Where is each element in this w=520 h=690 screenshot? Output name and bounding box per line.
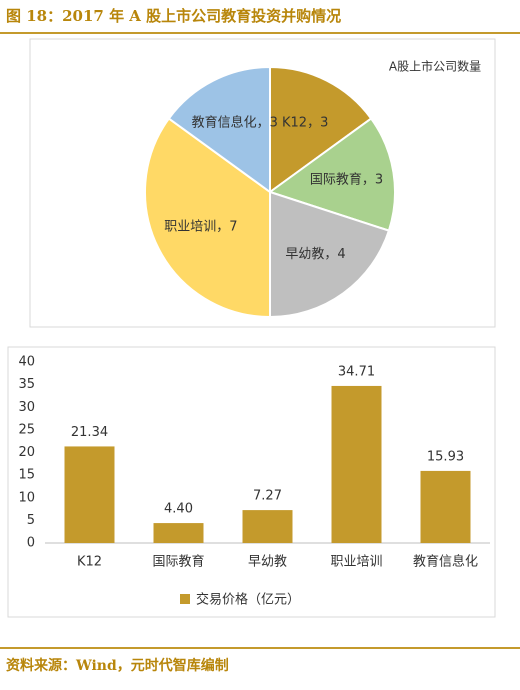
slice-label: 国际教育，3 [310, 171, 383, 187]
value-label: 4.40 [164, 502, 193, 517]
pie-slice [269, 190, 391, 319]
slice-label: 早幼教，4 [285, 246, 345, 262]
pie-slice [144, 117, 271, 319]
legend-swatch [180, 594, 190, 604]
y-tick-label: 5 [27, 513, 35, 528]
value-label: 15.93 [427, 449, 464, 464]
pie-title: A股上市公司数量 [389, 59, 481, 74]
bar [64, 446, 115, 543]
slice-label: 职业培训，7 [164, 219, 237, 235]
y-tick-label: 25 [18, 422, 35, 437]
y-tick-label: 30 [18, 400, 35, 415]
pie-slice [269, 65, 373, 194]
bar [420, 470, 471, 543]
source: 资料来源：Wind，元时代智库编制 [6, 657, 229, 674]
bar [242, 510, 293, 543]
pie-slice [267, 117, 396, 232]
y-tick-label: 35 [18, 377, 35, 392]
x-tick-label: K12 [77, 555, 102, 570]
bar [331, 385, 382, 543]
y-tick-label: 20 [18, 445, 35, 460]
x-tick-label: 早幼教 [248, 554, 287, 570]
value-label: 21.34 [71, 425, 108, 440]
value-label: 7.27 [253, 489, 282, 504]
y-tick-label: 40 [18, 355, 35, 370]
bar [153, 523, 204, 543]
legend-label: 交易价格（亿元） [196, 592, 300, 608]
page-title: 图 18：2017 年 A 股上市公司教育投资并购情况 [6, 7, 341, 25]
x-tick-label: 职业培训 [330, 554, 382, 570]
y-tick-label: 10 [18, 490, 35, 505]
pie-slice [167, 65, 271, 194]
y-tick-label: 15 [18, 468, 35, 483]
value-label: 34.71 [338, 364, 375, 379]
slice-label: K12，3 [282, 115, 328, 130]
x-tick-label: 教育信息化 [413, 554, 478, 570]
slice-label: 教育信息化，3 [192, 114, 278, 130]
y-tick-label: 0 [27, 536, 35, 551]
x-tick-label: 国际教育 [152, 554, 204, 570]
